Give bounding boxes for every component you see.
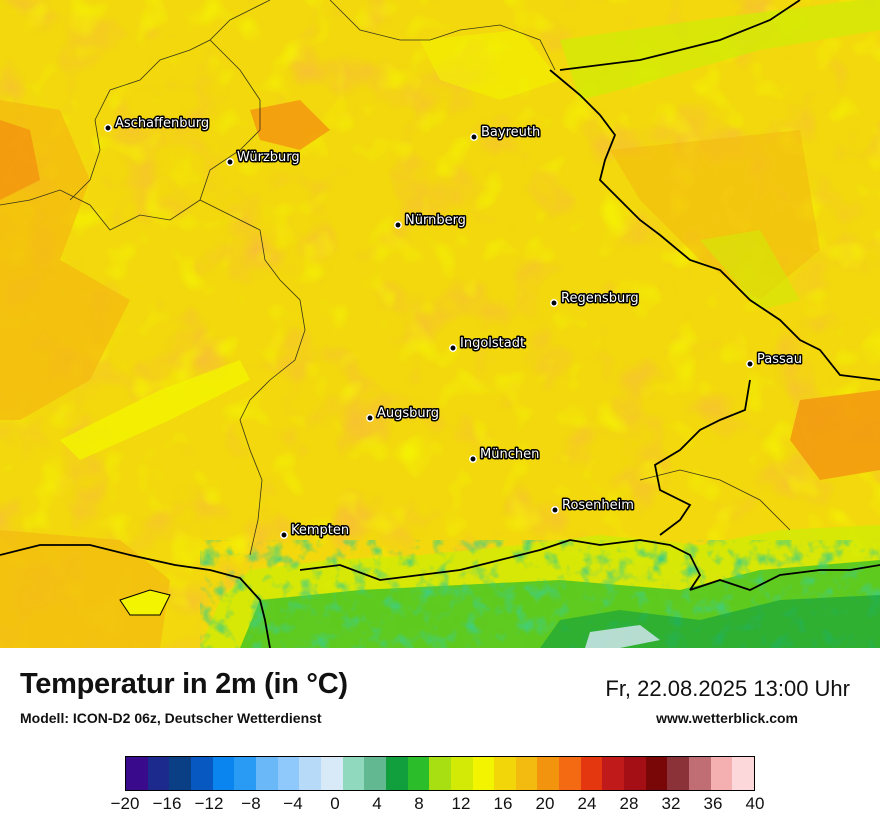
colorbar-swatch	[212, 757, 235, 790]
city-marker[interactable]: Regensburg	[550, 290, 640, 308]
city-marker[interactable]: Nürnberg	[394, 212, 467, 230]
colorbar-swatch	[689, 757, 711, 790]
colorbar-swatch	[494, 757, 516, 790]
map-title: Temperatur in 2m (in °C)	[20, 668, 348, 700]
colorbar-tick-label: 40	[745, 794, 765, 813]
temperature-map[interactable]: Aschaffenburg Würzburg Bayreuth Nürnberg Reg…	[0, 0, 880, 648]
city-label: Kempten	[291, 523, 349, 538]
temperature-colorbar	[125, 756, 755, 791]
cool-ridge-west	[60, 360, 250, 460]
city-marker[interactable]: München	[469, 446, 541, 464]
colorbar-swatch	[169, 757, 191, 790]
colorbar-swatch	[450, 757, 473, 790]
city-marker[interactable]: Kempten	[280, 522, 351, 540]
city-dot	[470, 133, 478, 141]
city-marker[interactable]: Aschaffenburg	[104, 115, 211, 133]
colorbar-swatch	[364, 757, 386, 790]
city-dot	[449, 344, 457, 352]
cool-ridge-bohemia	[560, 0, 880, 100]
colorbar-tick-label: 0	[330, 794, 340, 813]
colorbar-swatch	[255, 757, 278, 790]
colorbar-swatch	[602, 757, 625, 790]
colorbar-swatch	[299, 757, 321, 790]
warm-zone-south-west	[0, 530, 170, 648]
city-label: München	[480, 447, 539, 462]
warm-zone-west-2	[0, 120, 40, 200]
city-dot	[469, 455, 477, 463]
alps-snow	[585, 625, 660, 648]
city-marker[interactable]: Rosenheim	[551, 497, 635, 515]
city-label: Rosenheim	[562, 498, 634, 513]
city-marker[interactable]: Bayreuth	[470, 124, 542, 142]
forecast-datetime: Fr, 22.08.2025 13:00 Uhr	[605, 676, 850, 701]
website-link[interactable]: www.wetterblick.com	[656, 710, 798, 726]
city-label: Würzburg	[237, 150, 300, 165]
city-marker[interactable]: Ingolstadt	[449, 335, 527, 353]
colorbar-tick-label: −20	[110, 794, 140, 813]
colorbar-swatch	[429, 757, 451, 790]
colorbar-swatch	[277, 757, 300, 790]
city-dot	[551, 506, 559, 514]
city-label: Bayreuth	[481, 125, 540, 140]
colorbar-swatch	[407, 757, 430, 790]
colorbar-tick-label: 24	[577, 794, 597, 813]
colorbar-tick-label: −12	[194, 794, 224, 813]
city-dot	[366, 414, 374, 422]
city-dot	[104, 124, 112, 132]
city-marker[interactable]: Würzburg	[226, 149, 301, 167]
colorbar-tick-label: 20	[535, 794, 555, 813]
city-marker[interactable]: Augsburg	[366, 405, 441, 423]
city-label: Nürnberg	[405, 213, 466, 228]
city-dot	[226, 158, 234, 166]
colorbar-swatch	[190, 757, 213, 790]
colorbar-swatch	[385, 757, 408, 790]
city-dot	[746, 360, 754, 368]
city-dot	[280, 531, 288, 539]
city-label: Passau	[757, 352, 802, 367]
colorbar-ticks: −20 −16 −12 −8 −4 0 4 8 12 16 20 24 28 32 36 40	[111, 794, 765, 820]
city-dot	[394, 221, 402, 229]
map-footer: Temperatur in 2m (in °C) Modell: ICON-D2…	[0, 648, 880, 830]
model-source: Modell: ICON-D2 06z, Deutscher Wetterdie…	[20, 710, 322, 726]
colorbar-swatch	[732, 757, 755, 790]
colorbar-tick-label: 32	[661, 794, 681, 813]
cool-ridge-bavarian-forest	[700, 230, 800, 310]
colorbar-swatch	[320, 757, 343, 790]
state-border	[0, 0, 880, 648]
colorbar-tick-label: 12	[451, 794, 471, 813]
colorbar-swatch	[580, 757, 603, 790]
colorbar-tick-label: 16	[493, 794, 513, 813]
colorbar-swatch	[126, 757, 148, 790]
colorbar-swatch	[147, 757, 170, 790]
district-borders	[0, 0, 791, 556]
colorbar-swatch	[515, 757, 538, 790]
city-label: Regensburg	[561, 291, 639, 306]
colorbar-swatch	[645, 757, 668, 790]
colorbar-tick-label: 4	[372, 794, 382, 813]
warm-zone-northwest	[250, 100, 330, 150]
city-label: Aschaffenburg	[115, 116, 209, 131]
colorbar-swatch	[472, 757, 495, 790]
city-label: Ingolstadt	[460, 336, 525, 351]
colorbar-tick-label: 36	[703, 794, 723, 813]
city-label: Augsburg	[377, 406, 439, 421]
colorbar-swatch	[710, 757, 733, 790]
colorbar-swatch	[559, 757, 581, 790]
colorbar-swatch	[342, 757, 365, 790]
colorbar-tick-label: −16	[152, 794, 182, 813]
colorbar-tick-label: −8	[241, 794, 261, 813]
colorbar-tick-label: −4	[283, 794, 303, 813]
city-dot	[550, 299, 558, 307]
colorbar-swatch	[667, 757, 690, 790]
warm-zone-southeast	[790, 390, 880, 480]
colorbar-swatch	[624, 757, 646, 790]
lake-constance	[119, 589, 171, 616]
colorbar-tick-label: 28	[619, 794, 639, 813]
colorbar-swatch	[537, 757, 560, 790]
city-marker[interactable]: Passau	[746, 351, 803, 369]
cool-ridge-north	[420, 30, 560, 100]
colorbar-swatch	[234, 757, 256, 790]
colorbar-tick-label: 8	[414, 794, 424, 813]
